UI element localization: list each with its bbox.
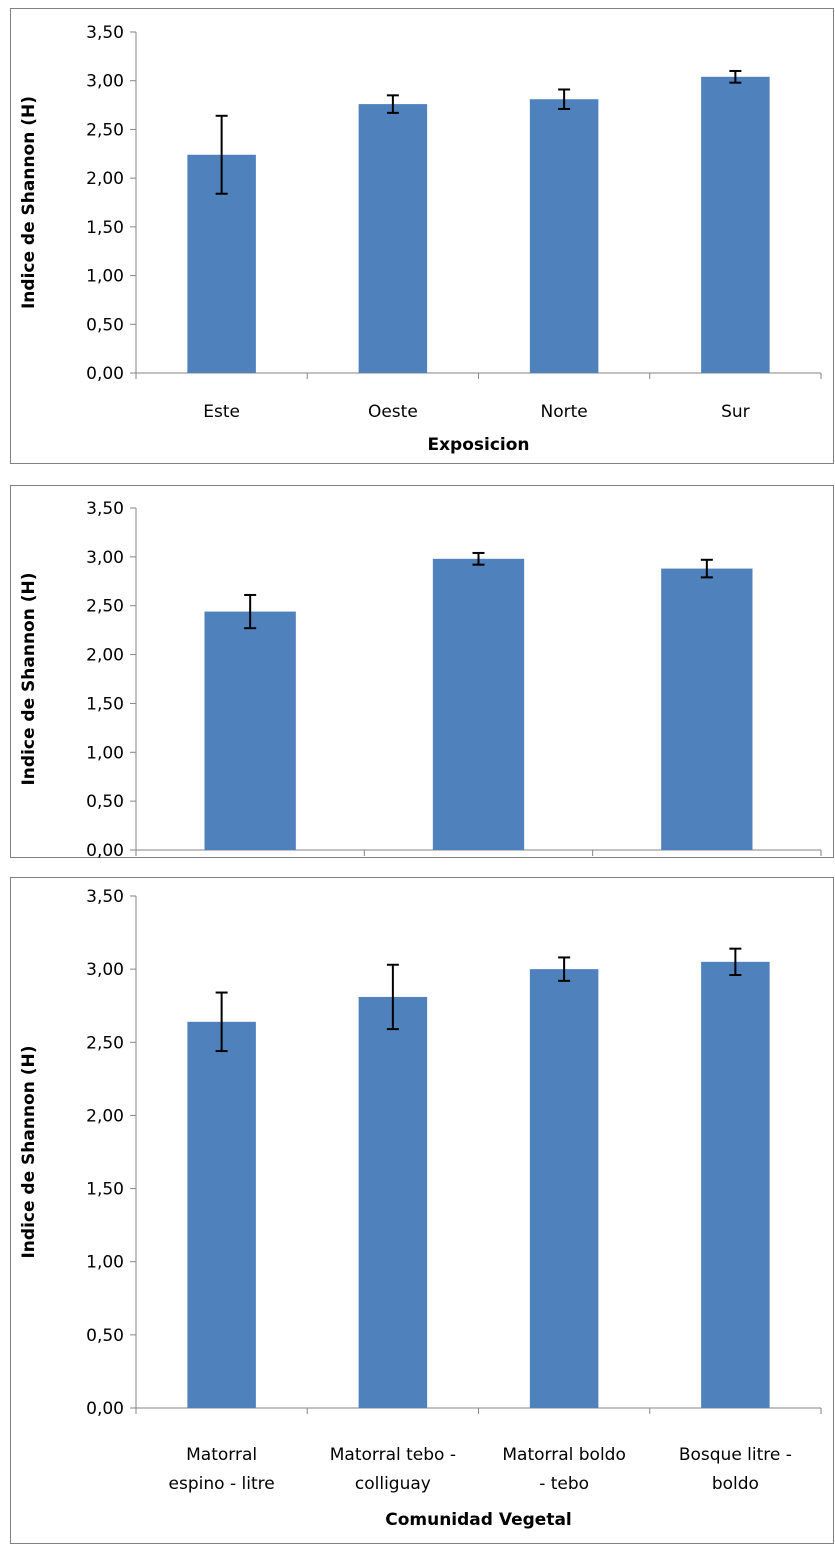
- x-category-label: Este: [203, 402, 240, 422]
- y-tick-label: 0,00: [86, 841, 124, 861]
- chart-condicion-svg: 0,000,501,001,502,002,503,003,50PobreReg…: [19, 499, 822, 927]
- y-tick-label: 3,50: [86, 887, 124, 907]
- x-category-label: Matorral tebo -: [330, 1445, 456, 1465]
- bar: [432, 558, 525, 850]
- y-tick-label: 0,50: [86, 792, 124, 812]
- bar: [358, 996, 428, 1408]
- y-tick-label: 2,50: [86, 597, 124, 617]
- x-category-label: - tebo: [539, 1474, 589, 1494]
- x-axis-title: Exposicion: [427, 435, 529, 455]
- x-category-label: Bosque litre -: [679, 1445, 792, 1465]
- y-tick-label: 1,50: [86, 694, 124, 714]
- y-tick-label: 1,00: [86, 267, 124, 287]
- x-category-label: Matorral boldo: [502, 1445, 625, 1465]
- bar: [701, 961, 770, 1408]
- y-tick-label: 1,50: [86, 1180, 124, 1200]
- x-category-label: boldo: [712, 1474, 759, 1494]
- bar: [529, 969, 599, 1408]
- y-tick-label: 3,50: [86, 23, 124, 43]
- y-tick-label: 1,00: [86, 1253, 124, 1273]
- y-tick-label: 0,00: [86, 364, 124, 384]
- x-category-label: Norte: [541, 402, 588, 422]
- y-tick-label: 2,00: [86, 169, 124, 189]
- chart-comunidad-vegetal: 0,00 0,50 1,00 1,50 2,00 2,50 3,00 3,50 Matorral…: [10, 877, 834, 1544]
- bar: [204, 611, 296, 850]
- x-axis-title: Comunidad Vegetal: [385, 1510, 572, 1530]
- y-tick-label: 1,00: [86, 743, 124, 763]
- bar: [529, 99, 599, 374]
- y-tick-label: 3,00: [86, 548, 124, 568]
- y-tick-label: 2,50: [86, 1033, 124, 1053]
- y-tick-label: 2,50: [86, 120, 124, 140]
- y-axis-title: Indice de Shannon (H): [19, 1045, 39, 1258]
- y-tick-label: 1,50: [86, 218, 124, 238]
- y-tick-label: 2,00: [86, 646, 124, 666]
- y-tick-label: 0,50: [86, 1326, 124, 1346]
- bar: [358, 104, 428, 374]
- y-tick-label: 0,00: [86, 1399, 124, 1419]
- chart-exposicion-svg: 0,00 0,50 1,00 1,50 2,00 2,50 3,00 3,50 Este Oest…: [19, 23, 822, 455]
- x-category-label: Matorral: [186, 1445, 257, 1465]
- bar: [187, 1021, 256, 1408]
- bar: [661, 568, 753, 850]
- y-axis-title: Indice de Shannon (H): [19, 572, 39, 785]
- x-category-label: colliguay: [355, 1474, 431, 1494]
- x-category-label: espino - litre: [169, 1474, 275, 1494]
- y-tick-label: 3,00: [86, 960, 124, 980]
- y-tick-label: 2,00: [86, 1106, 124, 1126]
- x-category-label: Sur: [721, 402, 750, 422]
- y-axis-title: Indice de Shannon (H): [19, 96, 39, 309]
- y-tick-label: 3,50: [86, 499, 124, 519]
- y-tick-label: 0,50: [86, 315, 124, 335]
- chart-condicion: 0,000,501,001,502,002,503,003,50PobreReg…: [10, 485, 834, 927]
- bar: [701, 76, 770, 374]
- chart-exposicion: 0,00 0,50 1,00 1,50 2,00 2,50 3,00 3,50 Este Oest…: [10, 8, 834, 464]
- chart-comunidad-vegetal-svg: 0,00 0,50 1,00 1,50 2,00 2,50 3,00 3,50 Matorral…: [19, 887, 822, 1530]
- y-tick-label: 3,00: [86, 72, 124, 92]
- x-category-label: Oeste: [368, 402, 418, 422]
